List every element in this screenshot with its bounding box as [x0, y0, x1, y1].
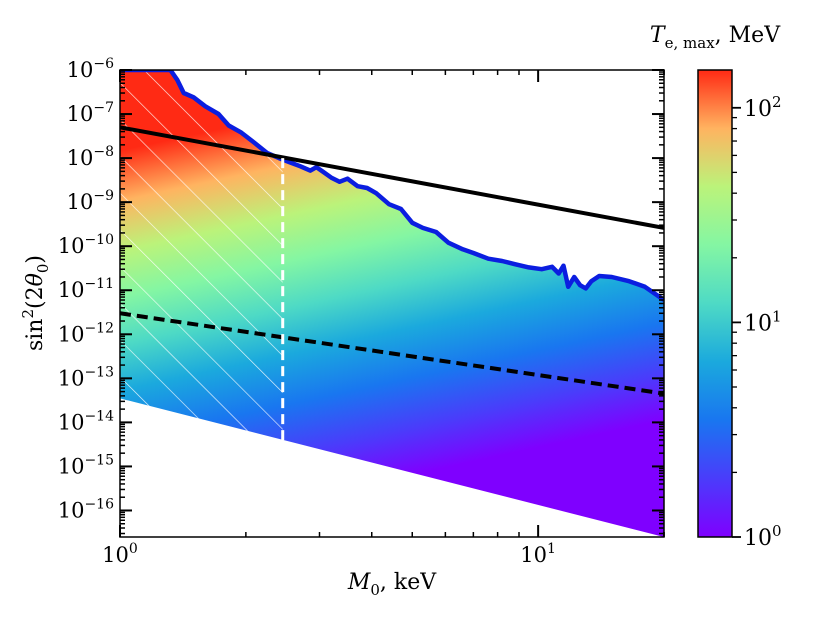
x-tick-label: 101 — [520, 541, 556, 567]
y-tick-label: 10−15 — [58, 452, 114, 478]
y-axis-label: sin2(2θ0) — [19, 255, 52, 351]
y-tick-label: 10−6 — [67, 56, 114, 82]
solid-black-line — [120, 125, 664, 230]
y-tick-label: 10−10 — [58, 232, 114, 258]
y-tick-label: 10−11 — [58, 276, 114, 302]
colorbar-axis: 100 101 102 — [732, 93, 782, 551]
y-tick-label: 10−14 — [58, 408, 114, 434]
colorbar — [697, 69, 733, 538]
y-tick-label: 10−8 — [67, 144, 114, 170]
colorbar-title: Te, max, MeV — [650, 23, 781, 52]
y-tick-label: 10−9 — [67, 188, 114, 214]
colorbar-tick-label: 100 — [744, 522, 782, 551]
y-axis: 10−6 10−7 10−8 10−9 10−10 10−11 10−12 10−13 10−1… — [58, 56, 664, 535]
y-tick-label: 10−12 — [58, 320, 114, 346]
colorbar-tick-label: 101 — [744, 307, 782, 336]
blue-boundary-line — [120, 70, 664, 302]
colorbar-tick-label: 102 — [744, 93, 782, 122]
y-tick-label: 10−16 — [58, 496, 114, 522]
y-tick-label: 10−7 — [67, 100, 114, 126]
y-tick-label: 10−13 — [58, 364, 114, 390]
x-tick-label: 100 — [102, 541, 138, 567]
dashed-black-line — [120, 311, 664, 396]
hatched-region — [120, 70, 283, 441]
x-axis-label: M0, keV — [347, 570, 437, 599]
